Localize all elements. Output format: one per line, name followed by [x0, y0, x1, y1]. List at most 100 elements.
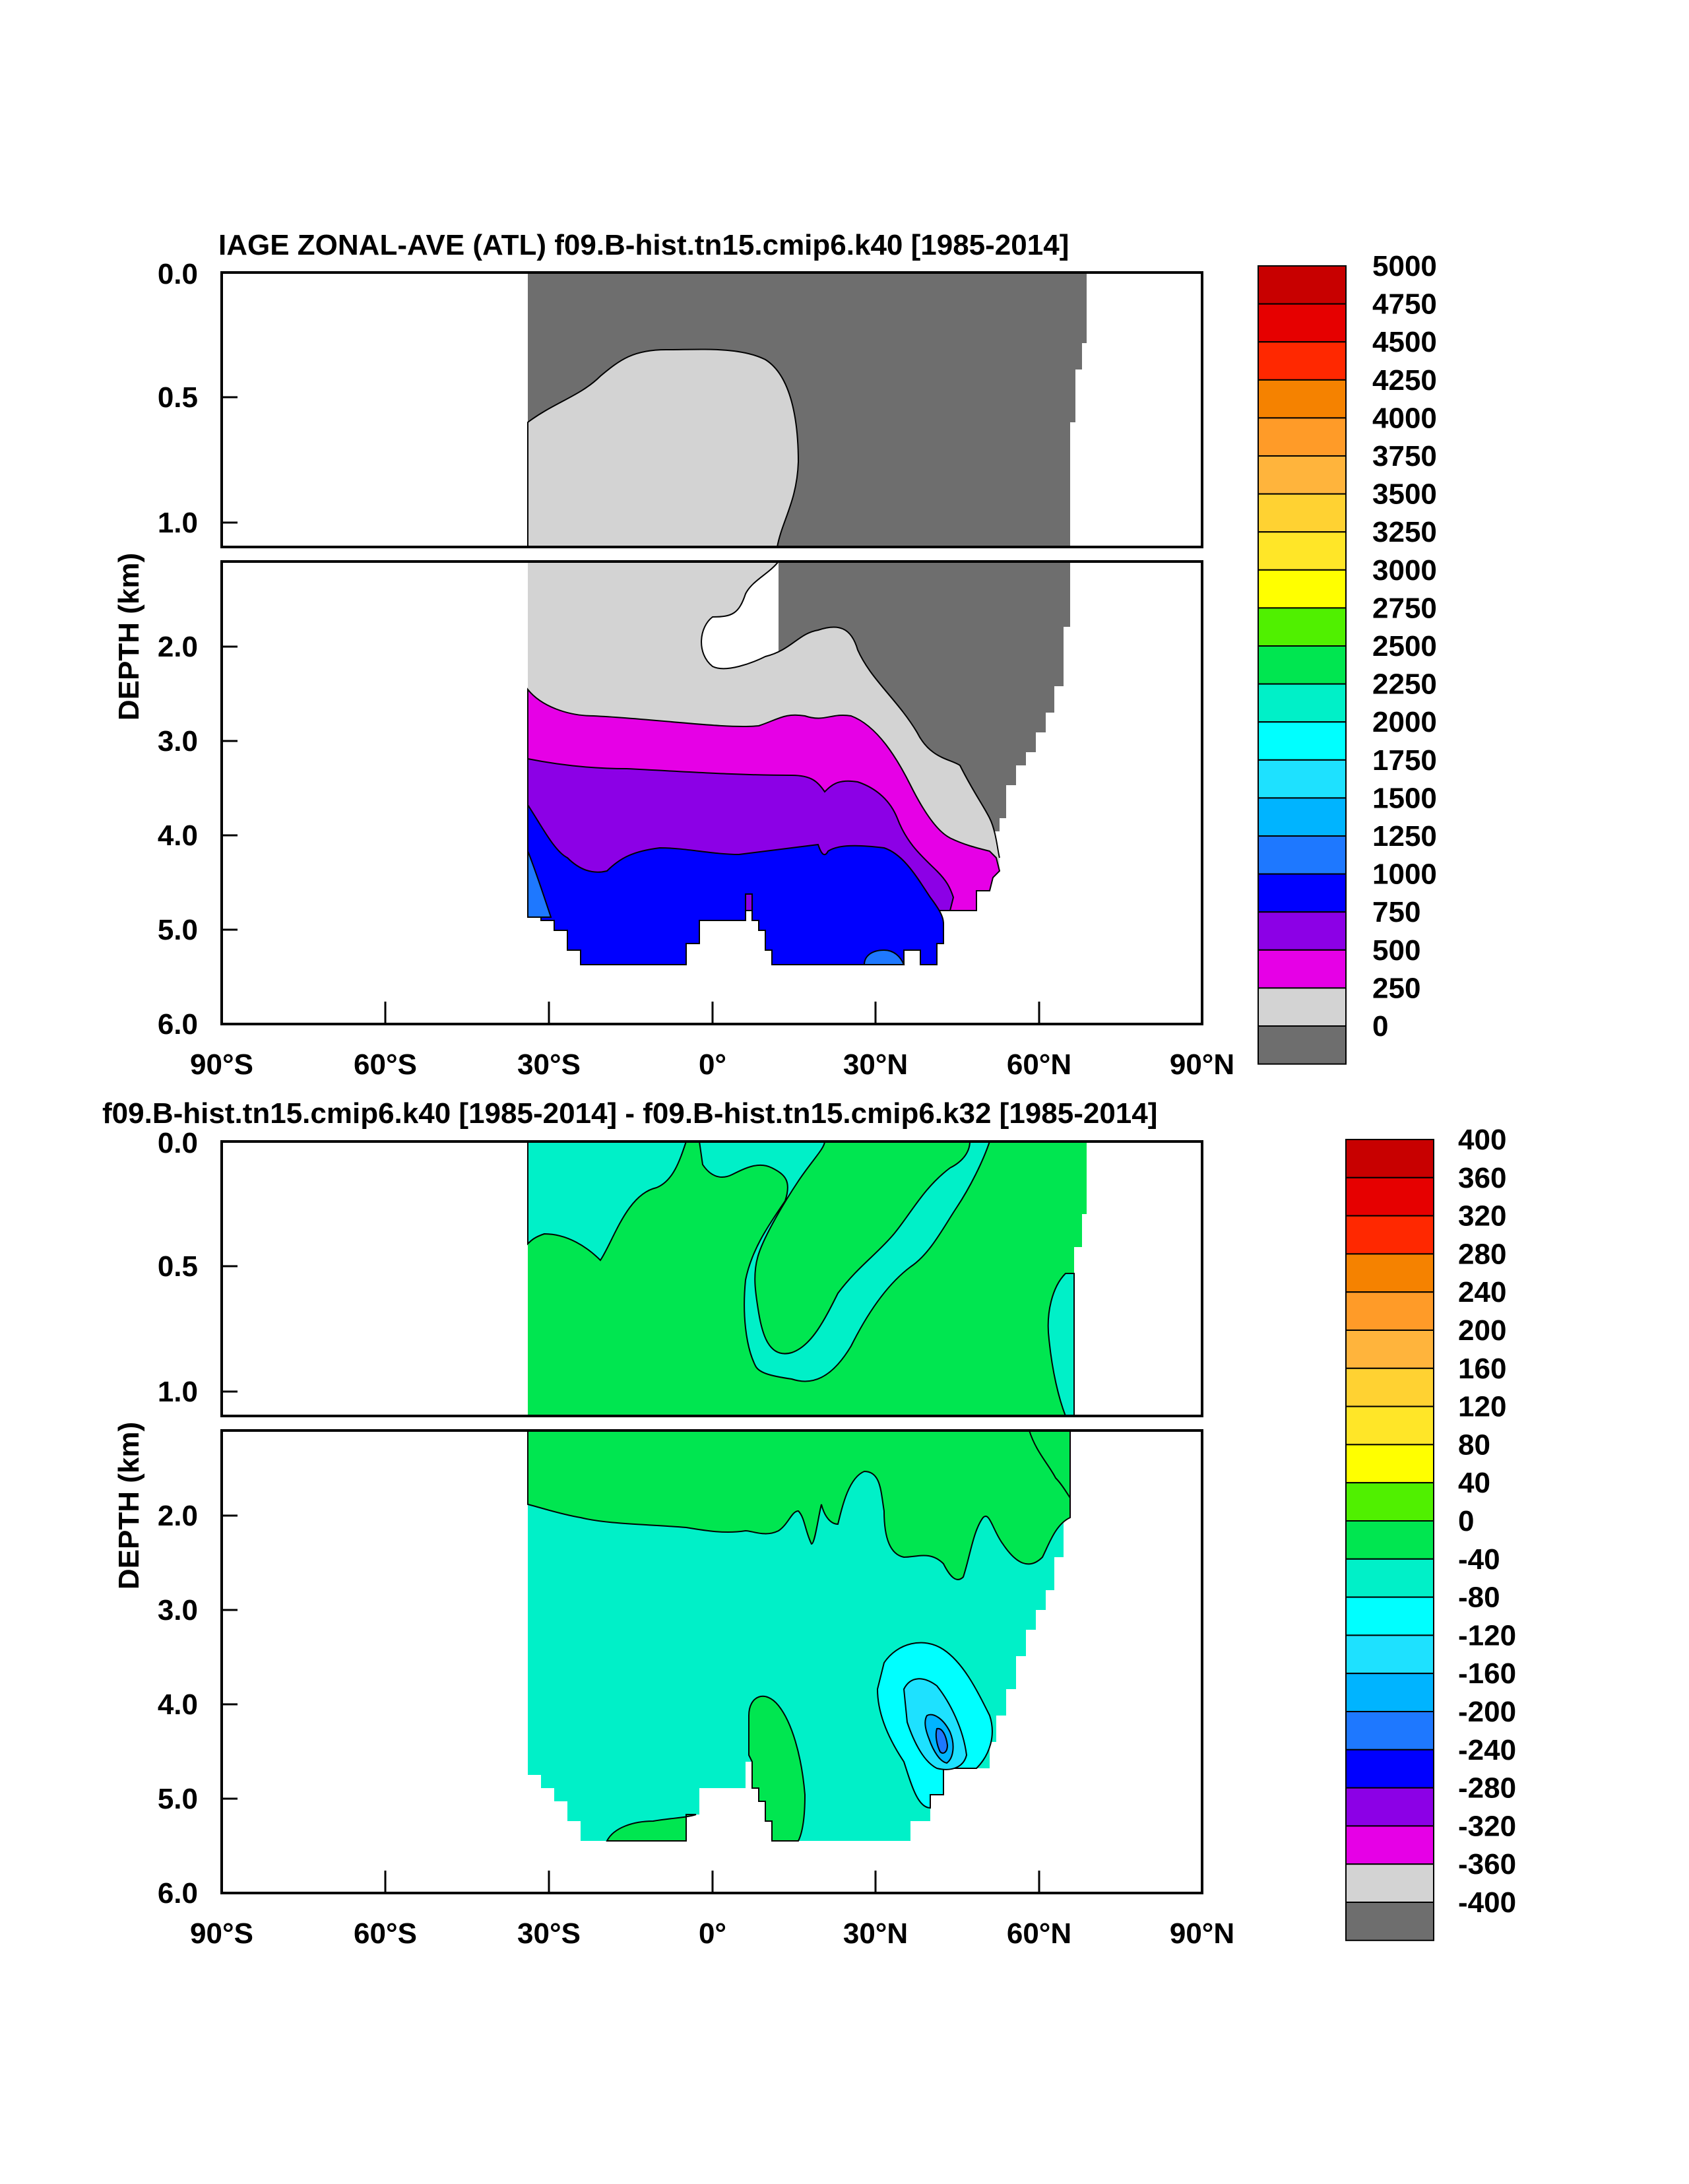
top-colorbar-swatch-7: [1258, 531, 1347, 571]
bottom-fill-cyan-upper-b: [698, 1141, 991, 1382]
top-colorbar-label-2: 4500: [1372, 326, 1437, 358]
bottom-ytick-7: 6.0: [158, 1877, 198, 1910]
top-colorbar-swatch-0: [1258, 265, 1347, 305]
top-colorbar-label-1: 4750: [1372, 288, 1437, 321]
bottom-fill-green-bottom: [606, 1814, 697, 1842]
bottom-colorbar-swatch-5: [1345, 1330, 1434, 1369]
bottom-colorbar-swatch-12: [1345, 1596, 1434, 1636]
top-xtick-6: 90°N: [1170, 1048, 1234, 1081]
top-colorbar-swatch-20: [1258, 1025, 1347, 1065]
bottom-x-axis: 90°S 60°S 30°S 0° 30°N 60°N 90°N: [190, 1871, 1234, 1950]
bottom-colorbar-swatch-9: [1345, 1482, 1434, 1522]
bottom-colorbar-swatch-15: [1345, 1711, 1434, 1750]
top-xtick-3: 0°: [699, 1048, 726, 1081]
bottom-xtick-2: 30°S: [517, 1917, 581, 1950]
bottom-ytick-0: 0.0: [158, 1127, 198, 1159]
bottom-upper-frame: [220, 1140, 1203, 1417]
bottom-colorbar-label-19: -360: [1458, 1848, 1516, 1880]
top-ytick-3: 2.0: [158, 631, 198, 663]
bottom-xtick-5: 60°N: [1007, 1917, 1071, 1950]
bottom-colorbar-label-9: 40: [1458, 1467, 1490, 1499]
bottom-xtick-4: 30°N: [843, 1917, 908, 1950]
top-colorbar-label-6: 3500: [1372, 478, 1437, 511]
top-colorbar-swatch-17: [1258, 911, 1347, 951]
bottom-colorbar-label-11: -40: [1458, 1543, 1500, 1576]
top-colorbar-label-3: 4250: [1372, 364, 1437, 397]
top-colorbar-swatch-1: [1258, 303, 1347, 343]
top-ytick-2: 1.0: [158, 507, 198, 539]
top-xtick-0: 90°S: [190, 1048, 253, 1081]
top-fill-1000-1250: [527, 802, 944, 965]
top-fill-1250-1500-b: [863, 949, 905, 965]
top-colorbar-swatch-2: [1258, 341, 1347, 381]
bottom-colorbar-swatch-6: [1345, 1367, 1434, 1407]
top-ytick-4: 3.0: [158, 725, 198, 757]
top-fill-250-500: [527, 348, 800, 548]
top-title: IAGE ZONAL-AVE (ATL) f09.B-hist.tn15.cmi…: [218, 229, 1069, 261]
bottom-colorbar-swatch-14: [1345, 1673, 1434, 1712]
top-xtick-2: 30°S: [517, 1048, 581, 1081]
bottom-contour-fill: [527, 1141, 1087, 1842]
top-colorbar-swatch-19: [1258, 987, 1347, 1027]
top-colorbar-label-16: 1000: [1372, 858, 1437, 891]
bottom-panel: f09.B-hist.tn15.cmip6.k40 [1985-2014] - …: [102, 1097, 1516, 1950]
bottom-fill-green-edge: [1028, 1430, 1071, 1500]
bottom-colorbar-swatch-1: [1345, 1176, 1434, 1217]
bottom-fill-neg160: [935, 1727, 949, 1754]
bottom-colorbar-swatch-19: [1345, 1863, 1434, 1903]
bottom-colorbar-swatch-16: [1345, 1749, 1434, 1789]
top-colorbar-swatch-10: [1258, 645, 1347, 685]
top-colorbar-label-5: 3750: [1372, 440, 1437, 472]
bottom-ytick-5: 4.0: [158, 1688, 198, 1721]
top-colorbar-label-11: 2250: [1372, 668, 1437, 701]
bottom-ylabel: DEPTH (km): [113, 1422, 145, 1590]
top-colorbar-label-19: 250: [1372, 972, 1420, 1004]
top-colorbar-label-7: 3250: [1372, 516, 1437, 548]
top-xtick-5: 60°N: [1007, 1048, 1071, 1081]
top-colorbar-label-9: 2750: [1372, 592, 1437, 624]
bottom-fill-green-lower: [527, 1430, 1071, 1580]
bottom-colorbar-label-1: 360: [1458, 1162, 1506, 1194]
top-ytick-5: 4.0: [158, 819, 198, 852]
bottom-colorbar-label-12: -80: [1458, 1582, 1500, 1614]
top-y-axis: 0.0 0.5 1.0 2.0 3.0 4.0 5.0 6.0 DEPTH (k…: [113, 258, 238, 1041]
top-fill-1250-1500: [527, 851, 552, 918]
top-colorbar-label-13: 1750: [1372, 744, 1437, 777]
top-colorbar-label-8: 3000: [1372, 554, 1437, 587]
top-colorbar-label-14: 1500: [1372, 782, 1437, 814]
top-upper-frame: [220, 271, 1203, 548]
bottom-title: f09.B-hist.tn15.cmip6.k40 [1985-2014] - …: [102, 1097, 1157, 1130]
bottom-xtick-1: 60°S: [354, 1917, 417, 1950]
top-ytick-0: 0.0: [158, 258, 198, 290]
top-colorbar-label-4: 4000: [1372, 402, 1437, 434]
top-ytick-1: 0.5: [158, 381, 198, 414]
top-colorbar-label-17: 750: [1372, 896, 1420, 928]
top-contour-250: [701, 561, 1000, 858]
bottom-colorbar-swatch-20: [1345, 1902, 1434, 1941]
bottom-colorbar-label-15: -200: [1458, 1696, 1516, 1728]
top-colorbar-swatch-12: [1258, 721, 1347, 761]
top-x-axis: 90°S 60°S 30°S 0° 30°N 60°N 90°N: [190, 1002, 1234, 1081]
top-xtick-1: 60°S: [354, 1048, 417, 1081]
top-colorbar-swatch-16: [1258, 873, 1347, 913]
bottom-colorbar-label-3: 280: [1458, 1238, 1506, 1270]
bottom-xtick-3: 0°: [699, 1917, 726, 1950]
top-colorbar: 5000475045004250400037503500325030002750…: [1258, 250, 1437, 1065]
top-colorbar-swatch-3: [1258, 379, 1347, 419]
top-xtick-4: 30°N: [843, 1048, 908, 1081]
bottom-y-axis: 0.0 0.5 1.0 2.0 3.0 4.0 5.0 6.0 DEPTH (k…: [113, 1127, 238, 1910]
top-contour-fill: [527, 273, 1087, 965]
bottom-colorbar-swatch-3: [1345, 1253, 1434, 1293]
top-panel: IAGE ZONAL-AVE (ATL) f09.B-hist.tn15.cmi…: [113, 229, 1437, 1081]
bottom-colorbar-label-17: -280: [1458, 1772, 1516, 1805]
bottom-fill-cyan-upper-c: [1047, 1273, 1075, 1417]
bottom-colorbar-label-14: -160: [1458, 1657, 1516, 1690]
bottom-colorbar-swatch-13: [1345, 1634, 1434, 1675]
top-ylabel: DEPTH (km): [113, 553, 145, 721]
top-colorbar-swatch-9: [1258, 607, 1347, 647]
bottom-colorbar-label-6: 160: [1458, 1353, 1506, 1385]
bottom-colorbar-label-13: -120: [1458, 1619, 1516, 1652]
top-colorbar-label-20: 0: [1372, 1010, 1388, 1043]
bottom-ytick-2: 1.0: [158, 1376, 198, 1408]
